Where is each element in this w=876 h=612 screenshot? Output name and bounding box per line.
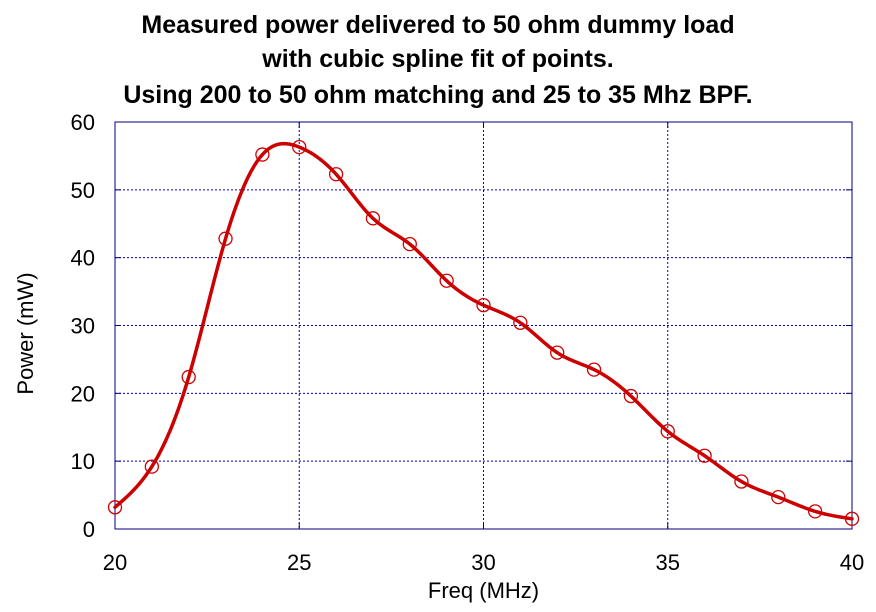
data-point-25 xyxy=(292,139,307,155)
y-tick-label-50: 50 xyxy=(71,178,95,203)
data-point-32 xyxy=(550,345,565,360)
y-tick-label-60: 60 xyxy=(71,110,95,135)
chart-title-line-2: with cubic spline fit of points. xyxy=(262,45,614,73)
x-tick-label-25: 25 xyxy=(287,550,311,575)
y-tick-label-0: 0 xyxy=(83,517,95,542)
data-point-40 xyxy=(844,511,860,526)
data-point-38 xyxy=(771,489,786,505)
x-tick-label-40: 40 xyxy=(840,550,864,575)
data-point-22 xyxy=(181,369,196,385)
data-point-33 xyxy=(586,362,602,377)
y-tick-label-30: 30 xyxy=(71,314,95,339)
data-point-39 xyxy=(808,504,823,519)
data-point-21 xyxy=(144,459,160,474)
x-tick-label-30: 30 xyxy=(471,550,495,575)
data-point-28 xyxy=(402,236,417,252)
data-point-20 xyxy=(107,500,123,515)
data-point-36 xyxy=(697,448,712,463)
x-tick-label-20: 20 xyxy=(103,550,127,575)
data-point-35 xyxy=(660,424,675,439)
x-axis-label: Freq (MHz) xyxy=(428,578,539,603)
data-point-24 xyxy=(255,147,270,162)
y-axis-label: Power (mW) xyxy=(13,272,38,394)
y-tick-label-20: 20 xyxy=(71,381,95,406)
data-point-31 xyxy=(513,315,528,330)
spline-fit-line xyxy=(113,141,854,521)
data-point-27 xyxy=(365,211,381,226)
y-tick-label-10: 10 xyxy=(71,449,95,474)
data-point-26 xyxy=(328,167,344,182)
x-tick-label-35: 35 xyxy=(656,550,680,575)
chart-title-line-1: Measured power delivered to 50 ohm dummy… xyxy=(141,11,735,39)
data-point-30 xyxy=(476,297,491,313)
data-point-29 xyxy=(439,273,454,288)
data-point-23 xyxy=(218,231,233,246)
data-point-37 xyxy=(734,474,749,489)
chart-title-line-3: Using 200 to 50 ohm matching and 25 to 3… xyxy=(123,81,753,109)
data-point-34 xyxy=(623,388,639,404)
y-tick-label-40: 40 xyxy=(71,246,95,271)
